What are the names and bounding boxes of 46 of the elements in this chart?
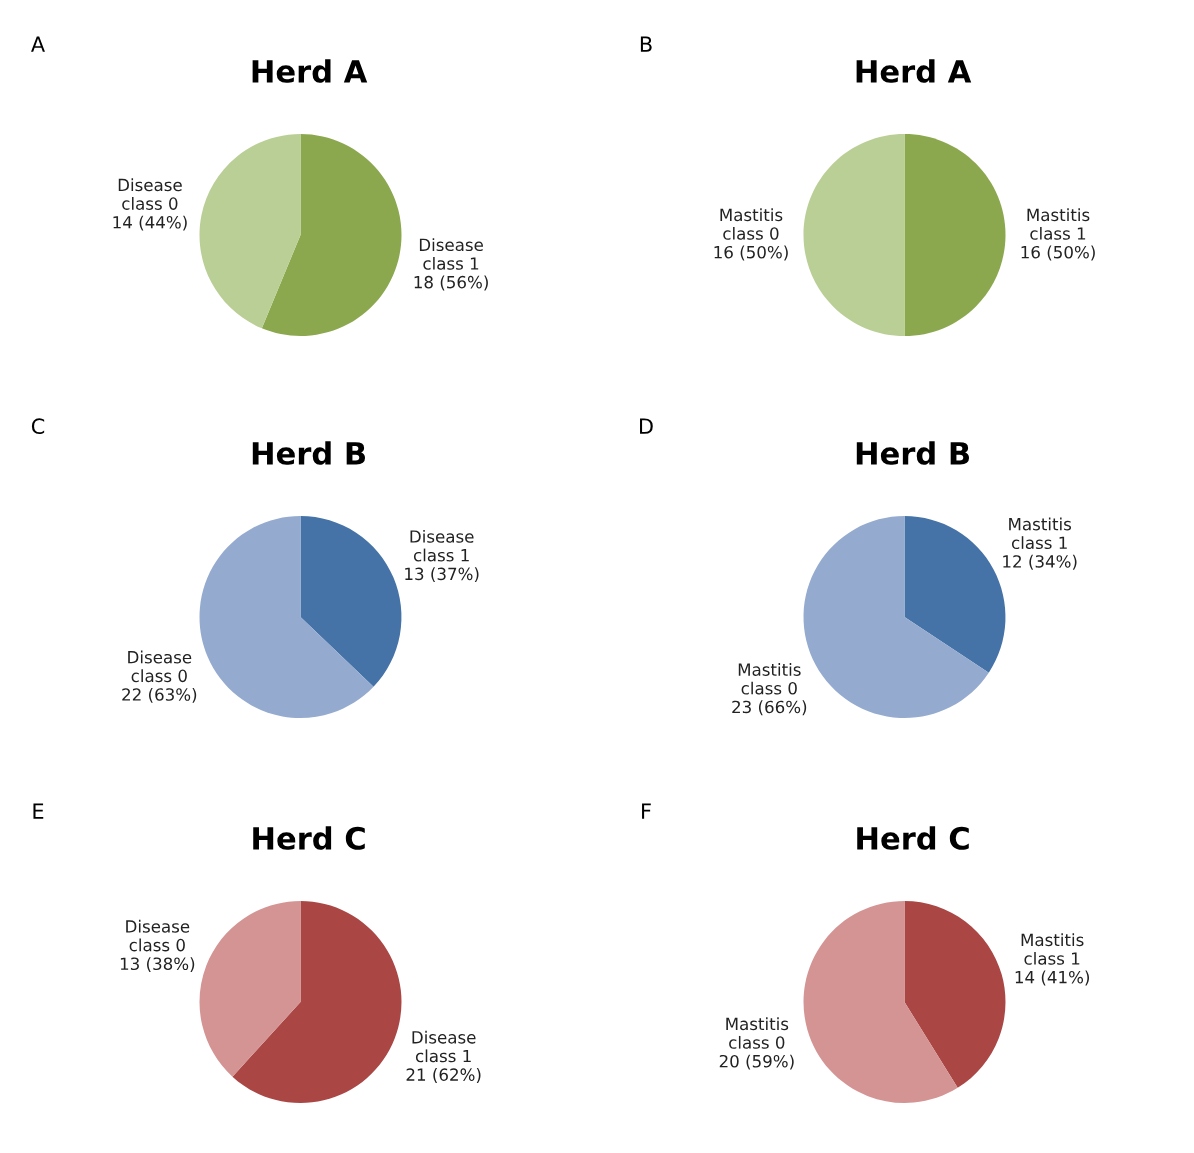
- slice-label: Mastitis class 0: [738, 663, 801, 695]
- slice-label: Mastitis class 1: [1021, 933, 1084, 965]
- data-label: 14 (41%): [1015, 970, 1089, 986]
- data-label: 20 (59%): [719, 1054, 794, 1070]
- chart-title: Herd C: [857, 826, 969, 850]
- slice-label: Disease class 1: [410, 529, 474, 562]
- data-label: 16 (50%): [714, 245, 788, 261]
- chart-title: Herd A: [252, 59, 368, 83]
- pie-slice: [300, 516, 402, 687]
- chart-title: Herd B: [252, 441, 366, 465]
- slice-label: Mastitis class 0: [726, 1017, 789, 1049]
- data-label: 21 (62%): [406, 1068, 481, 1083]
- data-label: 14 (44%): [113, 215, 187, 231]
- chart-title: Herd B: [856, 441, 970, 465]
- slice-label: Disease class 0: [118, 178, 182, 210]
- data-label: 13 (38%): [120, 957, 195, 972]
- pie-slice: [232, 901, 402, 1103]
- text: F: [642, 803, 651, 819]
- pie-slice: [199, 516, 374, 718]
- text: B: [640, 36, 652, 52]
- text: D: [640, 418, 653, 434]
- data-label: 12 (34%): [1003, 554, 1077, 570]
- slice-label: Disease class 1: [412, 1030, 476, 1063]
- text: E: [33, 803, 44, 819]
- slice-label: Mastitis class 1: [1027, 208, 1090, 240]
- slice-label: Mastitis class 1: [1009, 517, 1072, 550]
- pie-slice: [904, 901, 1006, 1088]
- data-label: 13 (37%): [405, 567, 479, 583]
- pie-slice: [803, 134, 905, 336]
- slice-label: Disease class 0: [126, 919, 190, 952]
- text: A: [31, 36, 45, 52]
- pie-slice: [904, 134, 1006, 336]
- data-label: 16 (50%): [1021, 245, 1095, 261]
- chart-title: Herd A: [856, 59, 972, 83]
- data-label: 18 (56%): [414, 275, 488, 291]
- slice-label: Disease class 0: [128, 650, 192, 683]
- pie-slice: [803, 901, 958, 1103]
- chart-title: Herd C: [253, 826, 365, 850]
- data-label: 23 (66%): [732, 700, 807, 716]
- slice-label: Disease class 1: [419, 238, 483, 270]
- pie-slice: [199, 901, 301, 1077]
- slice-label: Mastitis class 0: [720, 208, 783, 240]
- pie-slice: [261, 134, 402, 336]
- text: C: [31, 418, 45, 435]
- data-label: 22 (63%): [122, 687, 197, 703]
- pie-slice: [199, 134, 301, 329]
